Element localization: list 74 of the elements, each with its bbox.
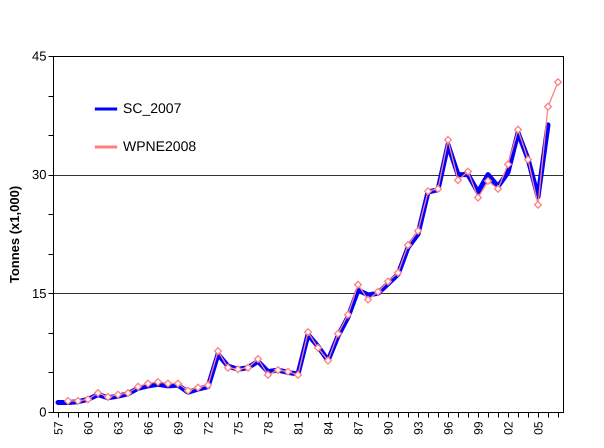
- x-tick-label: 75: [232, 421, 246, 435]
- x-tick-label: 02: [502, 421, 516, 435]
- point: [174, 380, 182, 388]
- point: [134, 382, 142, 391]
- y-tick-label: 15: [32, 286, 46, 301]
- y-tick-label: 0: [39, 404, 46, 420]
- point: [384, 277, 392, 286]
- point: [144, 380, 152, 388]
- x-tick-label: 81: [292, 421, 306, 435]
- point: [194, 383, 202, 392]
- x-tick-label: 90: [382, 421, 396, 435]
- point: [284, 368, 292, 376]
- point: [474, 194, 482, 202]
- point: [494, 184, 502, 193]
- x-tick-label: 05: [532, 421, 546, 435]
- y-tick-label: 30: [32, 167, 46, 182]
- point: [334, 330, 342, 338]
- point: [354, 280, 362, 289]
- point: [454, 176, 462, 184]
- point: [344, 310, 352, 319]
- x-tick-label: 87: [352, 421, 366, 435]
- point: [244, 364, 252, 372]
- point: [234, 365, 242, 374]
- point: [554, 78, 562, 86]
- point: [504, 160, 512, 168]
- y-axis-title: Tonnes (x1,000): [7, 186, 22, 284]
- point: [414, 226, 422, 235]
- x-tick-label: 93: [412, 421, 426, 435]
- point: [464, 168, 472, 176]
- point: [434, 184, 442, 193]
- point: [544, 102, 552, 111]
- legend-label: SC_2007: [123, 100, 182, 116]
- point: [114, 390, 122, 399]
- x-tick-label: 99: [472, 421, 486, 435]
- x-tick-label: 84: [322, 421, 336, 435]
- point: [154, 378, 162, 386]
- point: [324, 356, 332, 365]
- point: [224, 364, 232, 372]
- x-tick-label: 78: [262, 421, 276, 435]
- point: [64, 396, 72, 405]
- point: [84, 395, 92, 404]
- point: [424, 187, 432, 196]
- x-tick-label: 96: [442, 421, 456, 435]
- point: [124, 389, 132, 398]
- point: [314, 344, 322, 352]
- point: [204, 381, 212, 390]
- x-tick-label: 66: [142, 421, 156, 435]
- point: [404, 241, 412, 250]
- point: [184, 386, 192, 395]
- point: [74, 396, 82, 405]
- x-tick-label: 63: [112, 421, 126, 435]
- point: [304, 328, 312, 336]
- x-tick-label: 69: [172, 421, 186, 435]
- point: [104, 392, 112, 401]
- point: [274, 366, 282, 374]
- point: [484, 176, 492, 185]
- point: [444, 136, 452, 144]
- point: [164, 380, 172, 388]
- point: [524, 156, 532, 164]
- point: [294, 370, 302, 379]
- point: [514, 126, 522, 134]
- y-tick-label: 45: [32, 48, 46, 64]
- point: [364, 296, 372, 304]
- point: [534, 200, 542, 209]
- x-tick-label: 57: [52, 421, 66, 435]
- point: [264, 370, 272, 379]
- point: [394, 268, 402, 277]
- point: [374, 288, 382, 296]
- legend-label: WPNE2008: [123, 138, 196, 154]
- x-tick-label: 72: [202, 421, 216, 435]
- point: [94, 389, 102, 398]
- x-tick-label: 60: [82, 421, 96, 435]
- point: [214, 347, 222, 356]
- point: [254, 354, 262, 363]
